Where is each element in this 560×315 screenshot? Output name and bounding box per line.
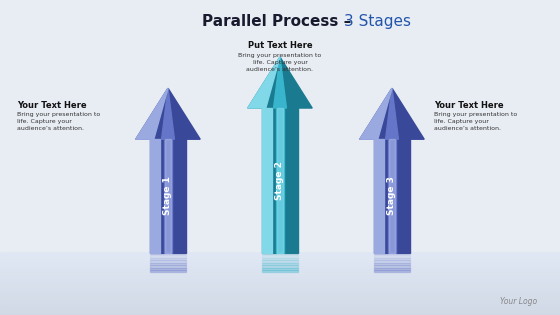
Bar: [0, 312, 560, 315]
Text: Put Text Here: Put Text Here: [248, 42, 312, 50]
Bar: [150, 267, 186, 270]
Bar: [262, 255, 298, 258]
Polygon shape: [262, 108, 277, 253]
Bar: [0, 259, 560, 262]
Polygon shape: [150, 139, 160, 253]
Bar: [0, 265, 560, 268]
Polygon shape: [385, 88, 398, 139]
Bar: [262, 267, 298, 270]
Bar: [0, 32, 560, 253]
Polygon shape: [277, 108, 283, 253]
Bar: [0, 274, 560, 278]
Bar: [0, 278, 560, 281]
Polygon shape: [165, 139, 171, 253]
Polygon shape: [360, 88, 392, 139]
Bar: [0, 268, 560, 271]
Polygon shape: [168, 88, 200, 139]
Bar: [262, 258, 298, 260]
Polygon shape: [248, 57, 280, 108]
Polygon shape: [277, 108, 283, 253]
Polygon shape: [248, 57, 280, 108]
Polygon shape: [150, 139, 165, 253]
Text: Stage 2: Stage 2: [276, 161, 284, 200]
Polygon shape: [165, 139, 171, 253]
Polygon shape: [374, 139, 384, 253]
Polygon shape: [283, 108, 298, 253]
Bar: [0, 290, 560, 293]
Text: Parallel Process –: Parallel Process –: [202, 14, 351, 29]
Text: 3 Stages: 3 Stages: [344, 14, 412, 29]
Bar: [262, 263, 298, 265]
Polygon shape: [360, 88, 392, 139]
Bar: [150, 255, 186, 258]
Text: Your Logo: Your Logo: [501, 297, 538, 306]
Polygon shape: [389, 139, 395, 253]
Bar: [0, 309, 560, 312]
Polygon shape: [395, 139, 410, 253]
Text: Bring your presentation to
life. Capture your
audience’s attention.: Bring your presentation to life. Capture…: [434, 112, 517, 131]
Bar: [0, 262, 560, 265]
Polygon shape: [171, 139, 186, 253]
Polygon shape: [392, 88, 424, 139]
Text: Bring your presentation to
life. Capture your
audience’s attention.: Bring your presentation to life. Capture…: [17, 112, 100, 131]
Bar: [0, 299, 560, 302]
Bar: [0, 293, 560, 296]
Bar: [0, 296, 560, 299]
Polygon shape: [136, 88, 168, 139]
Bar: [374, 265, 410, 267]
Bar: [262, 265, 298, 267]
Bar: [262, 260, 298, 263]
Text: Stage 3: Stage 3: [388, 176, 396, 215]
Bar: [374, 263, 410, 265]
Bar: [0, 253, 560, 315]
Bar: [262, 270, 298, 272]
Bar: [374, 253, 410, 255]
Bar: [0, 281, 560, 284]
Bar: [374, 270, 410, 272]
Bar: [150, 263, 186, 265]
Text: Your Text Here: Your Text Here: [17, 101, 86, 110]
Bar: [374, 258, 410, 260]
Bar: [0, 306, 560, 309]
Bar: [262, 253, 298, 255]
Bar: [150, 260, 186, 263]
Text: Bring your presentation to
life. Capture your
audience’s attention.: Bring your presentation to life. Capture…: [239, 53, 321, 72]
Bar: [0, 253, 560, 256]
Bar: [0, 271, 560, 274]
Polygon shape: [262, 108, 272, 253]
Bar: [374, 255, 410, 258]
Polygon shape: [374, 139, 389, 253]
Bar: [0, 287, 560, 290]
Polygon shape: [280, 57, 312, 108]
Bar: [150, 265, 186, 267]
Text: Your Text Here: Your Text Here: [434, 101, 503, 110]
Bar: [150, 253, 186, 255]
Bar: [150, 258, 186, 260]
Polygon shape: [389, 139, 395, 253]
Bar: [374, 267, 410, 270]
Bar: [150, 270, 186, 272]
Bar: [374, 260, 410, 263]
Polygon shape: [273, 57, 286, 108]
Polygon shape: [136, 88, 168, 139]
Bar: [0, 284, 560, 287]
Text: Stage 1: Stage 1: [164, 176, 172, 215]
Bar: [0, 256, 560, 259]
Bar: [0, 302, 560, 306]
Polygon shape: [161, 88, 175, 139]
